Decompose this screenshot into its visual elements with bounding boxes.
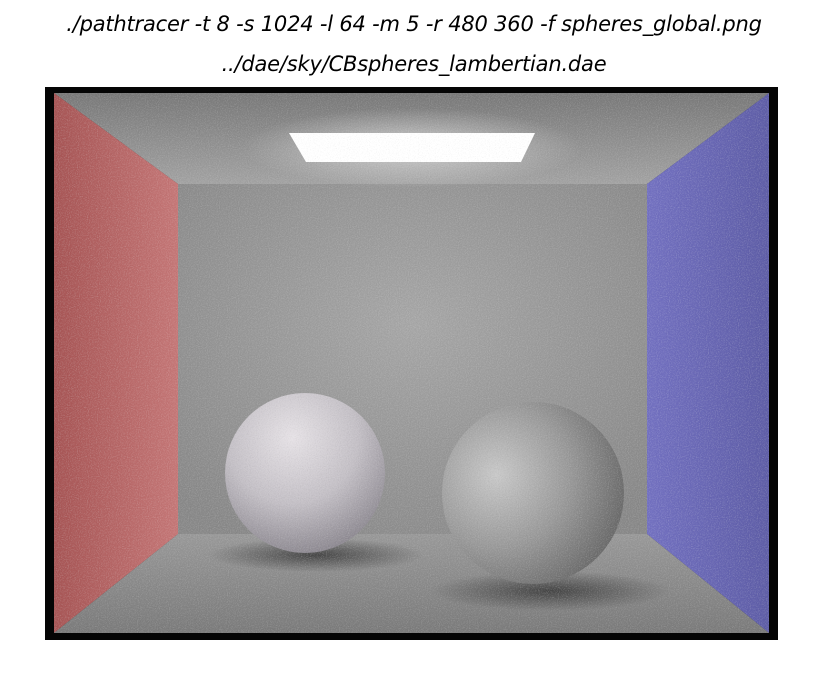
render-image xyxy=(45,87,778,640)
left-sphere xyxy=(225,393,385,553)
command-line-caption: ./pathtracer -t 8 -s 1024 -l 64 -m 5 -r … xyxy=(66,12,762,36)
scene-path-caption: ../dae/sky/CBspheres_lambertian.dae xyxy=(221,52,607,76)
right-wall xyxy=(647,93,769,633)
ceiling-light xyxy=(289,133,535,162)
left-sphere-shadow xyxy=(208,538,424,572)
cornell-box-render xyxy=(54,93,769,633)
right-sphere-shadow xyxy=(430,571,670,611)
right-sphere xyxy=(442,402,624,584)
left-wall xyxy=(54,93,178,633)
